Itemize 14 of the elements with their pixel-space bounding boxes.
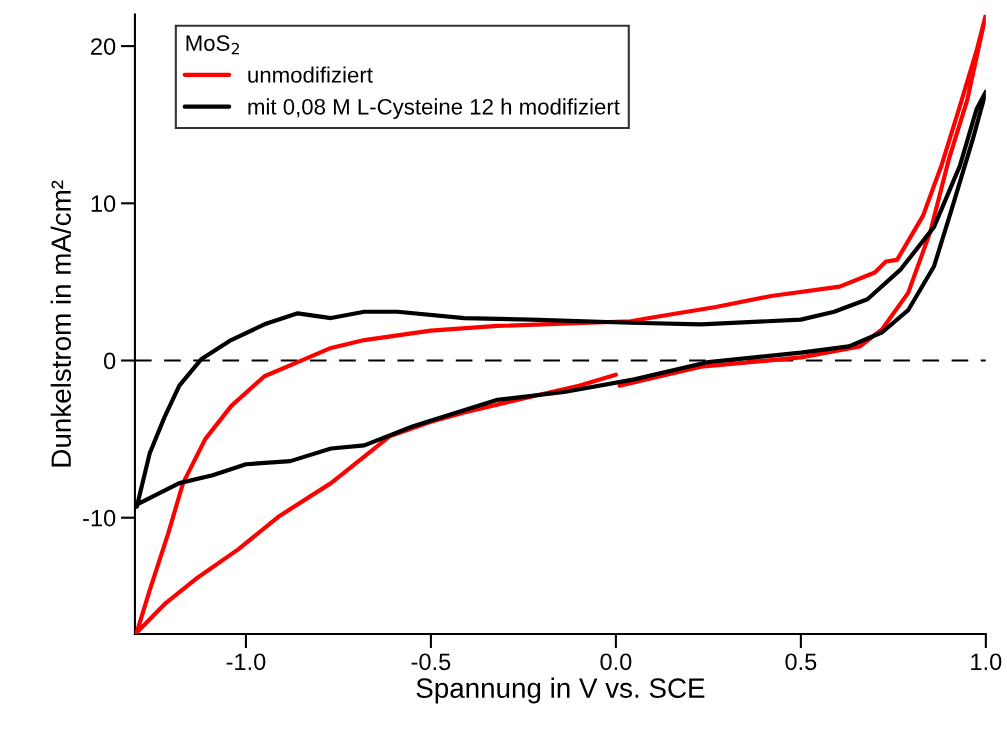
legend-label: unmodifiziert xyxy=(248,66,373,83)
x-axis-title: Spannung in V vs. SCE xyxy=(416,677,705,704)
x-tick-label: -1.0 xyxy=(226,653,266,671)
x-tick-label: 1.0 xyxy=(971,653,1002,671)
y-tick-label: 20 xyxy=(91,38,116,55)
y-tick-label: 10 xyxy=(91,195,116,213)
y-tick-label: 0 xyxy=(103,352,116,370)
legend-title: MoS$_{2}$ xyxy=(186,35,239,55)
y-tick-label: -10 xyxy=(83,509,116,527)
x-tick-label: 0.0 xyxy=(600,653,632,671)
x-tick-label: 0.5 xyxy=(785,653,817,671)
legend-label: mit 0,08 M L-Cysteine 12 h modifiziert xyxy=(248,98,620,120)
y-axis-title: Dunkelstrom in mA/cm² xyxy=(50,180,72,467)
x-tick-label: -0.5 xyxy=(411,653,451,671)
